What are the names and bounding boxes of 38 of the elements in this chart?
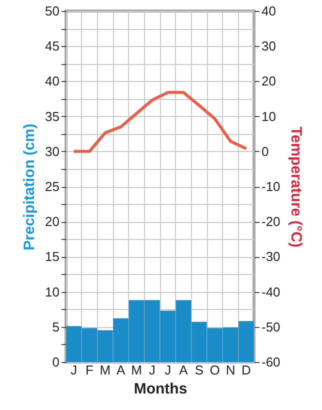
- y2-tick-label: 30: [262, 38, 276, 54]
- x-tick-label: M: [100, 362, 111, 378]
- y-tick-label: 0: [52, 354, 60, 370]
- y2-tick-label: 0: [262, 144, 269, 159]
- y-tick-label: 5: [52, 319, 60, 334]
- y2-tick-label: -40: [262, 284, 280, 300]
- x-tick-label: S: [194, 362, 204, 378]
- y-tick-label: 20: [45, 214, 60, 230]
- x-tick-label: J: [164, 362, 172, 378]
- y2-tick-label: -50: [262, 319, 280, 334]
- y2-tick-label: -20: [262, 214, 280, 230]
- y-tick-label: 25: [45, 179, 60, 194]
- x-tick-label: N: [226, 362, 236, 378]
- x-axis-title: Months: [134, 380, 188, 398]
- y-tick-label: 10: [45, 284, 60, 300]
- x-tick-label: J: [148, 362, 156, 378]
- y2-axis-title: Temperature (°C): [287, 126, 304, 248]
- x-tick-label: A: [116, 362, 126, 378]
- y-tick-label: 15: [45, 249, 60, 264]
- x-tick-label: F: [86, 362, 94, 378]
- y-tick-label: 50: [45, 4, 60, 18]
- y-tick-label: 30: [45, 144, 60, 159]
- x-tick-label: D: [241, 362, 251, 378]
- y2-tick-label: 40: [262, 4, 276, 18]
- y-axis-title: Precipitation (cm): [21, 124, 38, 250]
- y2-tick-label: -10: [262, 179, 280, 194]
- x-tick-label: O: [210, 362, 220, 378]
- x-tick-label: M: [131, 362, 142, 378]
- y-tick-label: 40: [45, 74, 60, 89]
- x-tick-label: J: [70, 362, 78, 378]
- y2-tick-label: 20: [262, 74, 276, 89]
- y2-tick-label: -60: [262, 354, 280, 370]
- y-tick-label: 35: [45, 108, 60, 124]
- x-tick-label: A: [179, 362, 188, 378]
- y2-tick-label: 10: [262, 108, 276, 124]
- y2-tick-label: -30: [262, 249, 280, 264]
- y-tick-label: 45: [45, 38, 60, 54]
- line-series: [72, 90, 248, 153]
